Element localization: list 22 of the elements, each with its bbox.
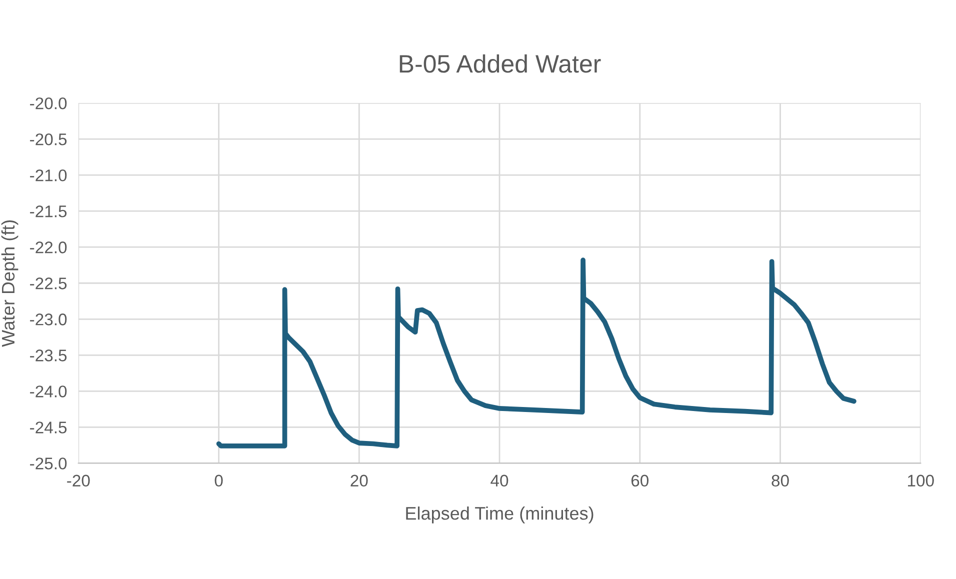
y-tick-label: -21.0 <box>30 169 67 182</box>
y-tick-label: -22.5 <box>30 278 67 290</box>
y-axis-title: Water Depth (ft) <box>1 220 18 347</box>
y-tick-label: -20.0 <box>30 97 67 110</box>
x-tick-label: 80 <box>772 474 789 487</box>
y-tick-label: -23.5 <box>30 350 67 362</box>
y-tick-label: -21.5 <box>30 206 67 218</box>
x-tick-label: -20 <box>67 474 90 487</box>
x-tick-label: 40 <box>490 474 508 487</box>
x-axis-title: Elapsed Time (minutes) <box>406 506 594 524</box>
chart-title: B-05 Added Water <box>400 54 601 73</box>
y-tick-label: -20.5 <box>30 133 67 146</box>
y-tick-label: -24.0 <box>30 386 67 398</box>
y-tick-label: -25.0 <box>30 458 67 470</box>
y-tick-label: -24.5 <box>30 422 67 434</box>
x-tick-label: 60 <box>631 474 648 487</box>
line-series <box>216 258 856 448</box>
x-tick-label: 20 <box>350 474 368 487</box>
y-tick-label: -23.0 <box>30 314 67 326</box>
x-tick-label: 100 <box>908 474 934 487</box>
y-tick-label: -22.0 <box>30 242 67 254</box>
x-tick-label: 0 <box>214 474 223 487</box>
